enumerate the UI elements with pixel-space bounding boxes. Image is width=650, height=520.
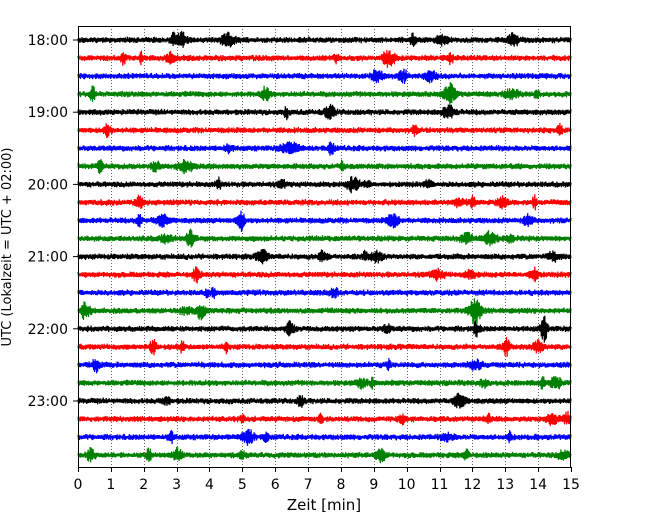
seismogram-trace — [77, 141, 572, 156]
seismogram-trace — [77, 248, 572, 265]
seismogram-trace — [77, 176, 572, 194]
x-tick-label: 12 — [463, 477, 481, 493]
seismogram-trace — [77, 228, 572, 248]
y-axis-title: UTC (Lokalzeit = UTC + 02:00) — [0, 148, 15, 347]
x-tick-label: 8 — [336, 477, 345, 493]
seismogram-trace — [77, 357, 572, 374]
seismogram-trace — [77, 30, 572, 48]
seismogram-trace — [77, 158, 572, 175]
x-tick-label: 7 — [304, 477, 313, 493]
seismogram-trace — [77, 103, 572, 121]
seismogram-trace — [77, 392, 572, 409]
x-tick-label: 4 — [205, 477, 214, 493]
x-tick-label: 15 — [562, 477, 580, 493]
seismogram-trace — [77, 315, 572, 343]
y-tick-label: 20:00 — [28, 177, 68, 193]
seismogram-trace — [77, 428, 572, 446]
seismogram-trace — [77, 446, 572, 464]
x-tick-label: 14 — [529, 477, 547, 493]
seismogram-trace — [77, 82, 572, 105]
seismogram-trace — [77, 122, 572, 138]
x-tick-label: 6 — [271, 477, 280, 493]
seismogram-trace — [77, 266, 572, 284]
y-tick-label: 21:00 — [28, 250, 68, 266]
x-axis: 0 1 2 3 4 5 6 7 8 9 10 11 12 13 14 15 — [74, 467, 580, 493]
y-tick-label: 22:00 — [28, 322, 68, 338]
seismogram-trace — [77, 336, 572, 358]
seismogram-trace — [77, 286, 572, 300]
plot-frame — [78, 26, 571, 468]
x-tick-label: 11 — [431, 477, 449, 493]
seismogram-trace — [77, 49, 572, 68]
x-tick-label: 9 — [369, 477, 378, 493]
seismogram-trace — [77, 298, 572, 328]
x-tick-label: 2 — [139, 477, 148, 493]
x-tick-label: 1 — [106, 477, 115, 493]
x-tick-label: 5 — [238, 477, 247, 493]
y-tick-label: 23:00 — [28, 394, 68, 410]
x-tick-label: 10 — [398, 477, 416, 493]
seismogram-trace — [77, 376, 572, 390]
x-tick-label: 13 — [496, 477, 514, 493]
seismogram-trace — [77, 210, 572, 233]
y-tick-label: 19:00 — [28, 105, 68, 121]
x-axis-title: Zeit [min] — [287, 496, 361, 514]
y-axis: 18:00 19:00 20:00 21:00 22:00 23:00 — [28, 33, 78, 410]
x-tick-label: 0 — [74, 477, 83, 493]
seismogram-trace — [77, 194, 572, 211]
seismogram-trace — [77, 68, 572, 85]
seismogram-trace — [77, 410, 572, 426]
y-tick-label: 18:00 — [28, 33, 68, 49]
x-tick-label: 3 — [172, 477, 181, 493]
trace-layer — [77, 30, 572, 464]
